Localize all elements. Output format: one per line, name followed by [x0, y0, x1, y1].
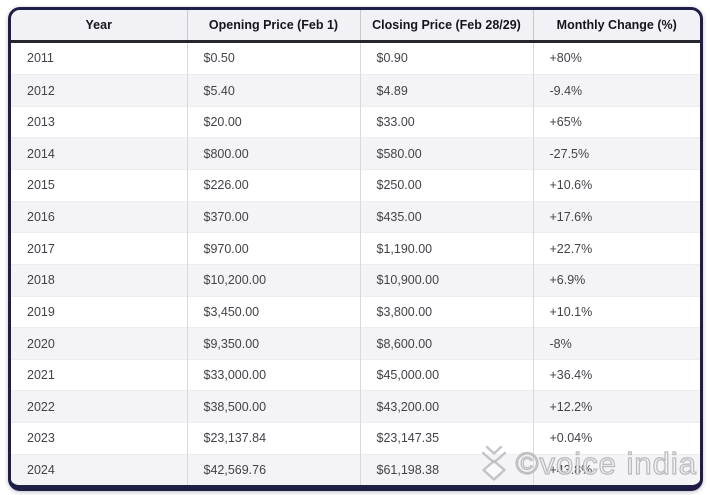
table-row: 2020 $9,350.00 $8,600.00 -8%	[11, 327, 700, 360]
col-header-monthly-change: Monthly Change (%)	[532, 10, 700, 43]
cell-year: 2024	[11, 453, 187, 485]
cell-monthly-change: +6.9%	[532, 263, 700, 297]
table-row: 2011 $0.50 $0.90 +80%	[11, 41, 700, 75]
col-header-closing-price: Closing Price (Feb 28/29)	[359, 10, 533, 43]
cell-closing-price: $580.00	[359, 137, 533, 170]
cell-monthly-change: +0.04%	[532, 422, 700, 455]
table-row: 2016 $370.00 $435.00 +17.6%	[11, 200, 700, 233]
table-row: 2022 $38,500.00 $43,200.00 +12.2%	[11, 390, 700, 423]
table-row: 2019 $3,450.00 $3,800.00 +10.1%	[11, 295, 700, 328]
cell-closing-price: $250.00	[359, 169, 533, 202]
cell-monthly-change: -9.4%	[532, 74, 700, 107]
table-row: 2021 $33,000.00 $45,000.00 +36.4%	[11, 358, 700, 391]
cell-monthly-change: +43.8%	[532, 453, 700, 485]
cell-opening-price: $33,000.00	[186, 358, 360, 391]
cell-year: 2021	[11, 358, 187, 391]
table-body: 2011 $0.50 $0.90 +80% 2012 $5.40 $4.89 -…	[11, 41, 700, 485]
table-row: 2017 $970.00 $1,190.00 +22.7%	[11, 232, 700, 265]
cell-opening-price: $10,200.00	[186, 263, 360, 297]
cell-year: 2015	[11, 169, 187, 202]
cell-monthly-change: +12.2%	[532, 390, 700, 423]
cell-year: 2011	[11, 41, 187, 75]
cell-year: 2019	[11, 295, 187, 328]
cell-monthly-change: +36.4%	[532, 358, 700, 391]
cell-closing-price: $435.00	[359, 200, 533, 233]
cell-monthly-change: +80%	[532, 41, 700, 75]
cell-closing-price: $45,000.00	[359, 358, 533, 391]
cell-closing-price: $33.00	[359, 105, 533, 138]
cell-closing-price: $4.89	[359, 74, 533, 107]
cell-closing-price: $43,200.00	[359, 390, 533, 423]
table-row: 2013 $20.00 $33.00 +65%	[11, 105, 700, 138]
cell-closing-price: $0.90	[359, 41, 533, 75]
table-header-row: Year Opening Price (Feb 1) Closing Price…	[11, 10, 700, 43]
cell-monthly-change: +10.6%	[532, 169, 700, 202]
cell-year: 2013	[11, 105, 187, 138]
table-row: 2023 $23,137.84 $23,147.35 +0.04%	[11, 422, 700, 455]
cell-closing-price: $1,190.00	[359, 232, 533, 265]
cell-monthly-change: +65%	[532, 105, 700, 138]
table-row: 2014 $800.00 $580.00 -27.5%	[11, 137, 700, 170]
cell-opening-price: $23,137.84	[186, 422, 360, 455]
price-table-card: Year Opening Price (Feb 1) Closing Price…	[8, 7, 703, 491]
table-row: 2018 $10,200.00 $10,900.00 +6.9%	[11, 263, 700, 297]
cell-monthly-change: +17.6%	[532, 200, 700, 233]
cell-opening-price: $800.00	[186, 137, 360, 170]
cell-opening-price: $970.00	[186, 232, 360, 265]
table-row: 2012 $5.40 $4.89 -9.4%	[11, 74, 700, 107]
cell-opening-price: $42,569.76	[186, 453, 360, 485]
cell-closing-price: $10,900.00	[359, 263, 533, 297]
cell-year: 2020	[11, 327, 187, 360]
cell-monthly-change: -8%	[532, 327, 700, 360]
bitcoin-feb-price-table: Year Opening Price (Feb 1) Closing Price…	[11, 10, 700, 485]
cell-closing-price: $61,198.38	[359, 453, 533, 485]
cell-opening-price: $0.50	[186, 41, 360, 75]
cell-opening-price: $226.00	[186, 169, 360, 202]
cell-opening-price: $3,450.00	[186, 295, 360, 328]
cell-monthly-change: +22.7%	[532, 232, 700, 265]
cell-closing-price: $23,147.35	[359, 422, 533, 455]
cell-opening-price: $5.40	[186, 74, 360, 107]
cell-opening-price: $9,350.00	[186, 327, 360, 360]
cell-opening-price: $38,500.00	[186, 390, 360, 423]
table-row: 2024 $42,569.76 $61,198.38 +43.8%	[11, 453, 700, 485]
cell-year: 2016	[11, 200, 187, 233]
cell-year: 2014	[11, 137, 187, 170]
cell-opening-price: $370.00	[186, 200, 360, 233]
cell-opening-price: $20.00	[186, 105, 360, 138]
cell-closing-price: $8,600.00	[359, 327, 533, 360]
cell-year: 2018	[11, 263, 187, 297]
cell-year: 2017	[11, 232, 187, 265]
cell-year: 2023	[11, 422, 187, 455]
col-header-year: Year	[11, 10, 187, 43]
cell-monthly-change: +10.1%	[532, 295, 700, 328]
cell-year: 2022	[11, 390, 187, 423]
cell-monthly-change: -27.5%	[532, 137, 700, 170]
col-header-opening-price: Opening Price (Feb 1)	[186, 10, 360, 43]
table-row: 2015 $226.00 $250.00 +10.6%	[11, 169, 700, 202]
cell-year: 2012	[11, 74, 187, 107]
cell-closing-price: $3,800.00	[359, 295, 533, 328]
